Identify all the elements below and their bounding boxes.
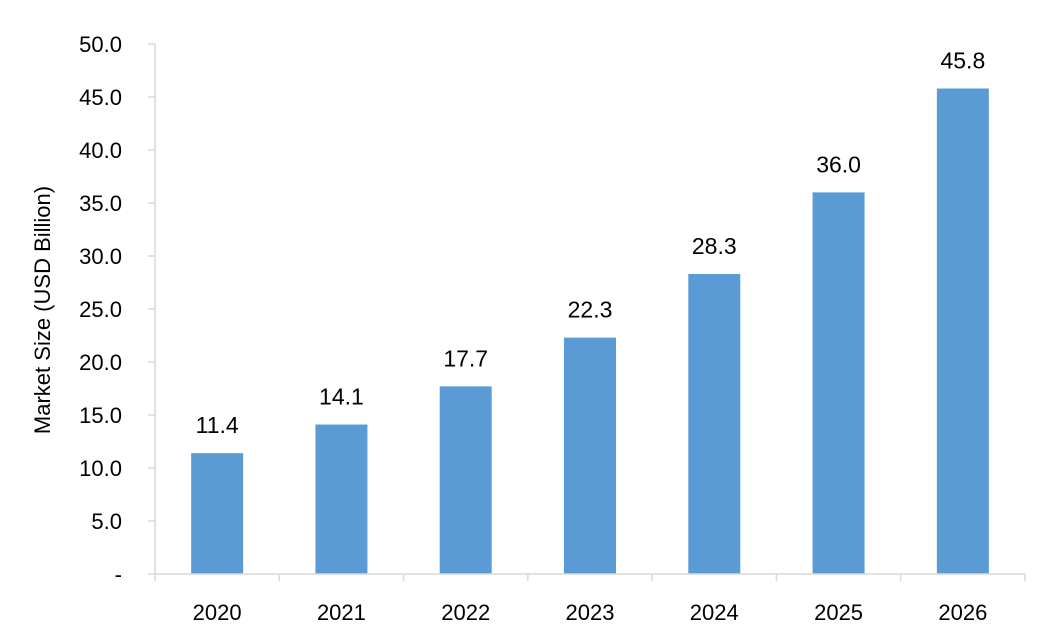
x-tick-label: 2024 <box>690 600 739 625</box>
bars <box>191 88 989 575</box>
y-tick-label: 30.0 <box>79 244 122 269</box>
data-label: 28.3 <box>692 233 737 259</box>
y-tick-label: - <box>115 562 122 587</box>
y-tick-label: 25.0 <box>79 297 122 322</box>
data-label: 22.3 <box>568 297 613 323</box>
y-axis: - 5.0 10.0 15.0 20.0 25.0 30.0 35.0 40.0 45.0 50.0 <box>79 32 156 587</box>
bar <box>439 386 492 574</box>
bar <box>191 453 244 574</box>
data-label: 36.0 <box>816 151 861 177</box>
data-label: 45.8 <box>940 48 985 74</box>
x-tick-label: 2025 <box>814 600 863 625</box>
bar <box>688 274 741 574</box>
y-tick-label: 50.0 <box>79 32 122 57</box>
x-tick-label: 2023 <box>566 600 615 625</box>
data-label: 17.7 <box>443 345 488 371</box>
x-tick-label: 2021 <box>317 600 366 625</box>
y-tick-label: 15.0 <box>79 403 122 428</box>
x-tick-label: 2026 <box>938 600 987 625</box>
y-tick-label: 40.0 <box>79 138 122 163</box>
y-tick-label: 20.0 <box>79 350 122 375</box>
y-tick-label: 45.0 <box>79 85 122 110</box>
y-tick-label: 35.0 <box>79 191 122 216</box>
bar <box>564 337 616 574</box>
x-tick-label: 2020 <box>193 600 242 625</box>
y-tick-label: 10.0 <box>79 456 122 481</box>
bar <box>936 88 989 575</box>
data-label: 11.4 <box>196 412 239 438</box>
bar <box>812 192 865 574</box>
x-tick-label: 2022 <box>441 600 490 625</box>
data-labels: 11.4 14.1 17.7 22.3 28.3 36.0 45.8 <box>196 48 986 439</box>
data-label: 14.1 <box>319 384 364 410</box>
y-tick-label: 5.0 <box>91 509 122 534</box>
y-axis-title: Market Size (USD Billion) <box>30 186 55 434</box>
x-axis: 2020 2021 2022 2023 2024 2025 2026 <box>154 573 1026 625</box>
bar <box>315 424 368 574</box>
